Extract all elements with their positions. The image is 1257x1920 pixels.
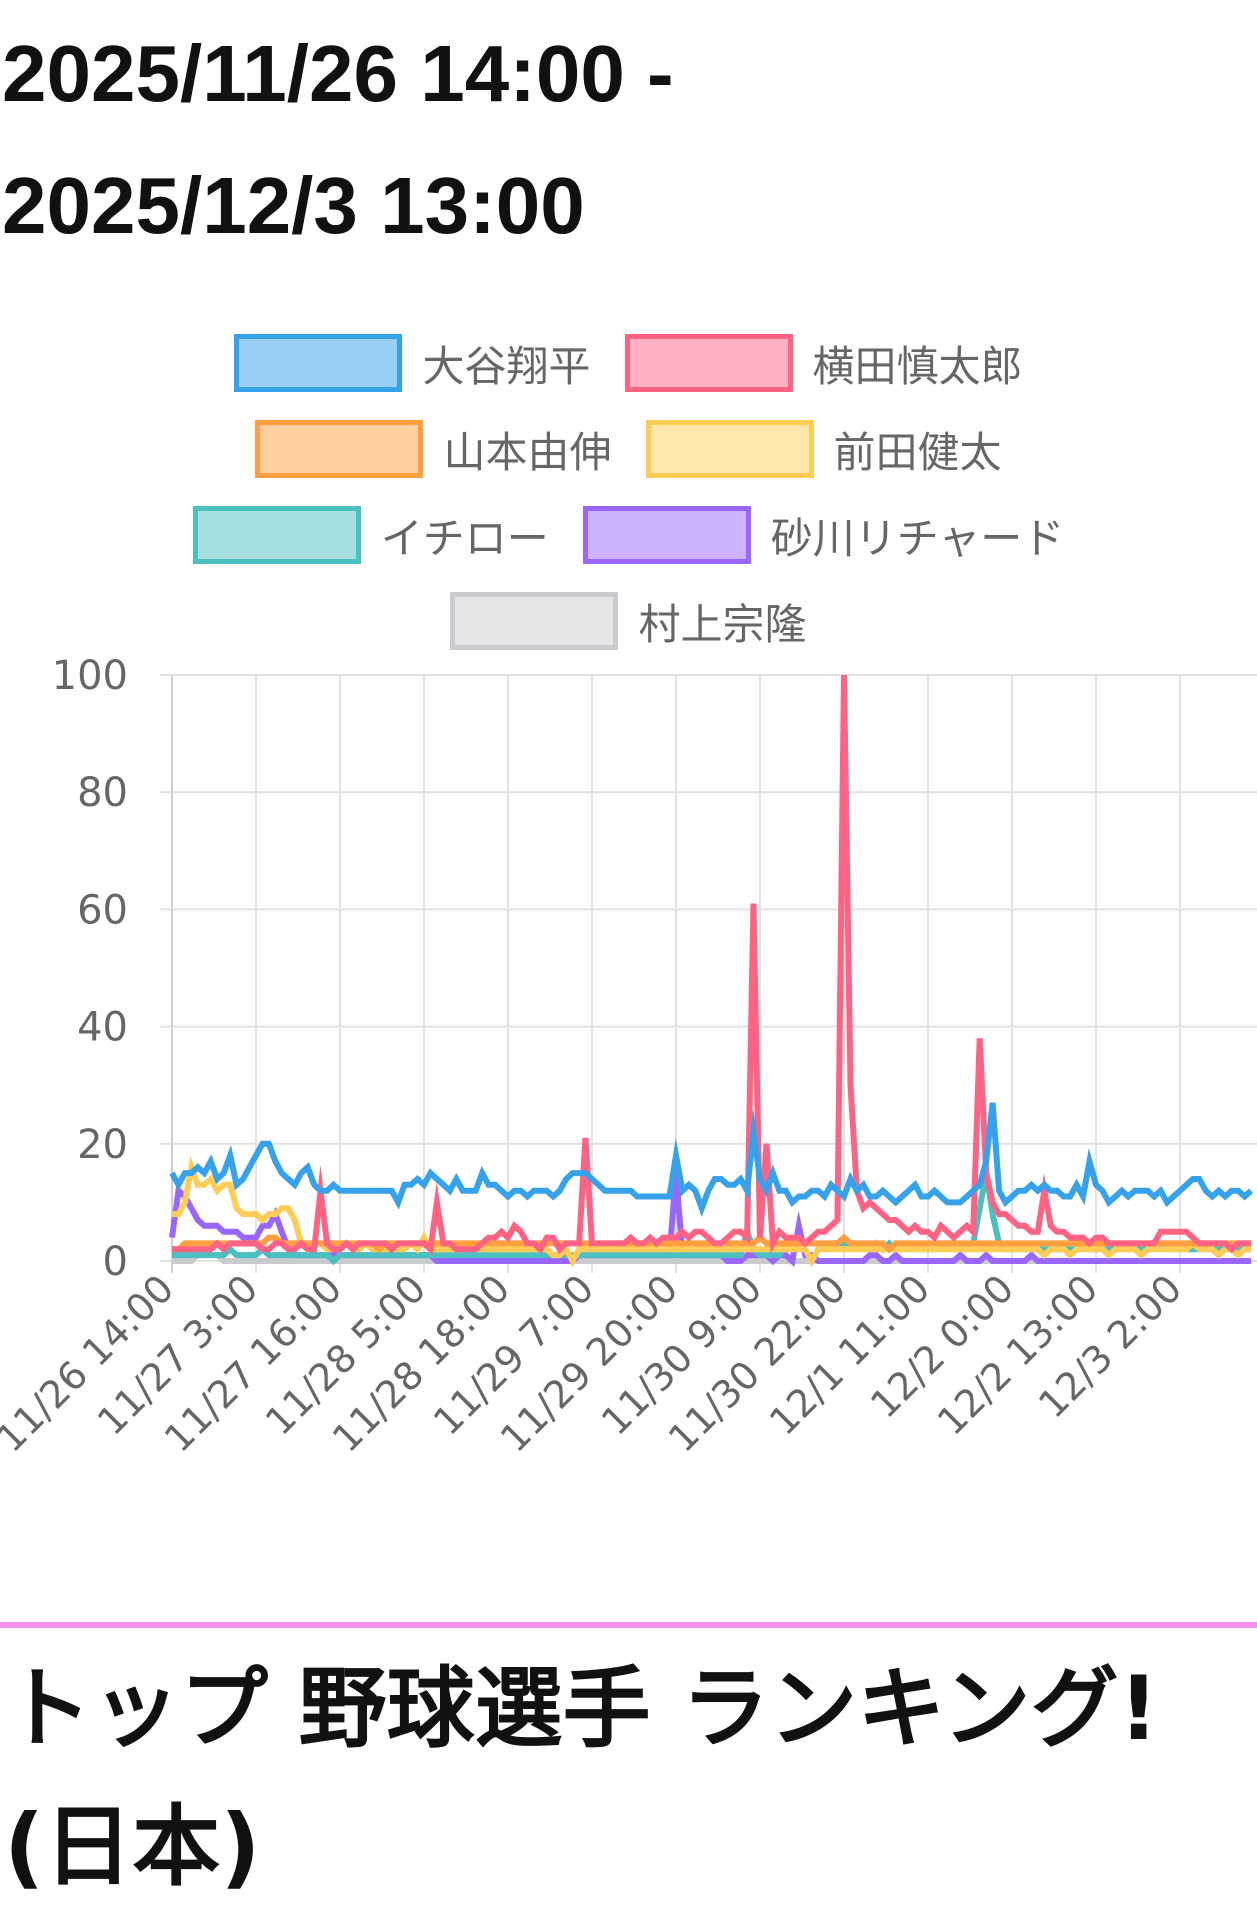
ranking-title: トップ 野球選手 ランキング! (日本)	[4, 1640, 1159, 1916]
legend-label: 山本由伸	[443, 427, 612, 477]
ranking-title-line2: (日本)	[4, 1795, 261, 1898]
legend-item-ohtani[interactable]: 大谷翔平	[234, 333, 591, 394]
section-divider	[0, 1622, 1257, 1628]
series-line-0	[169, 1102, 1254, 1218]
legend-row: 山本由伸 前田健太	[0, 406, 1257, 492]
legend-swatch	[255, 420, 424, 478]
legend-swatch	[234, 334, 403, 392]
legend-row: 村上宗隆	[0, 578, 1257, 664]
legend-item-murakami[interactable]: 村上宗隆	[450, 591, 807, 652]
legend-label: イチロー	[380, 513, 549, 563]
legend-item-yamamoto[interactable]: 山本由伸	[255, 419, 612, 480]
legend-label: 横田慎太郎	[812, 341, 1023, 391]
period-end: 2025/12/3 13:00	[2, 161, 585, 250]
legend-swatch	[645, 420, 814, 478]
legend-item-sunagawa[interactable]: 砂川リチャード	[582, 505, 1065, 566]
y-tick-label: 80	[77, 770, 128, 816]
legend-swatch	[450, 592, 619, 650]
legend-item-maeda[interactable]: 前田健太	[645, 419, 1002, 480]
period-start: 2025/11/26 14:00 -	[2, 29, 674, 118]
legend-row: 大谷翔平 横田慎太郎	[0, 320, 1257, 406]
legend-label: 前田健太	[833, 427, 1002, 477]
legend-label: 砂川リチャード	[770, 513, 1065, 563]
y-tick-label: 40	[77, 1005, 128, 1051]
period-heading: 2025/11/26 14:00 - 2025/12/3 13:00	[2, 8, 674, 272]
chart-legend: 大谷翔平 横田慎太郎 山本由伸 前田健太 イチロー 砂川リチャード 村上宗隆	[0, 320, 1257, 664]
y-tick-label: 0	[103, 1239, 128, 1285]
legend-label: 村上宗隆	[638, 599, 807, 649]
y-tick-label: 60	[77, 887, 128, 933]
legend-row: イチロー 砂川リチャード	[0, 492, 1257, 578]
legend-swatch	[582, 506, 751, 564]
y-tick-label: 100	[52, 653, 128, 699]
series-line-1	[172, 674, 1252, 1256]
series-line-4	[172, 1155, 1252, 1266]
legend-item-yokota[interactable]: 横田慎太郎	[624, 333, 1023, 394]
y-tick-label: 20	[77, 1122, 128, 1168]
legend-swatch	[624, 334, 793, 392]
legend-swatch	[192, 506, 361, 564]
ranking-title-line1: トップ 野球選手 ランキング!	[4, 1657, 1159, 1760]
legend-label: 大谷翔平	[422, 341, 591, 391]
legend-item-ichiro[interactable]: イチロー	[192, 505, 549, 566]
